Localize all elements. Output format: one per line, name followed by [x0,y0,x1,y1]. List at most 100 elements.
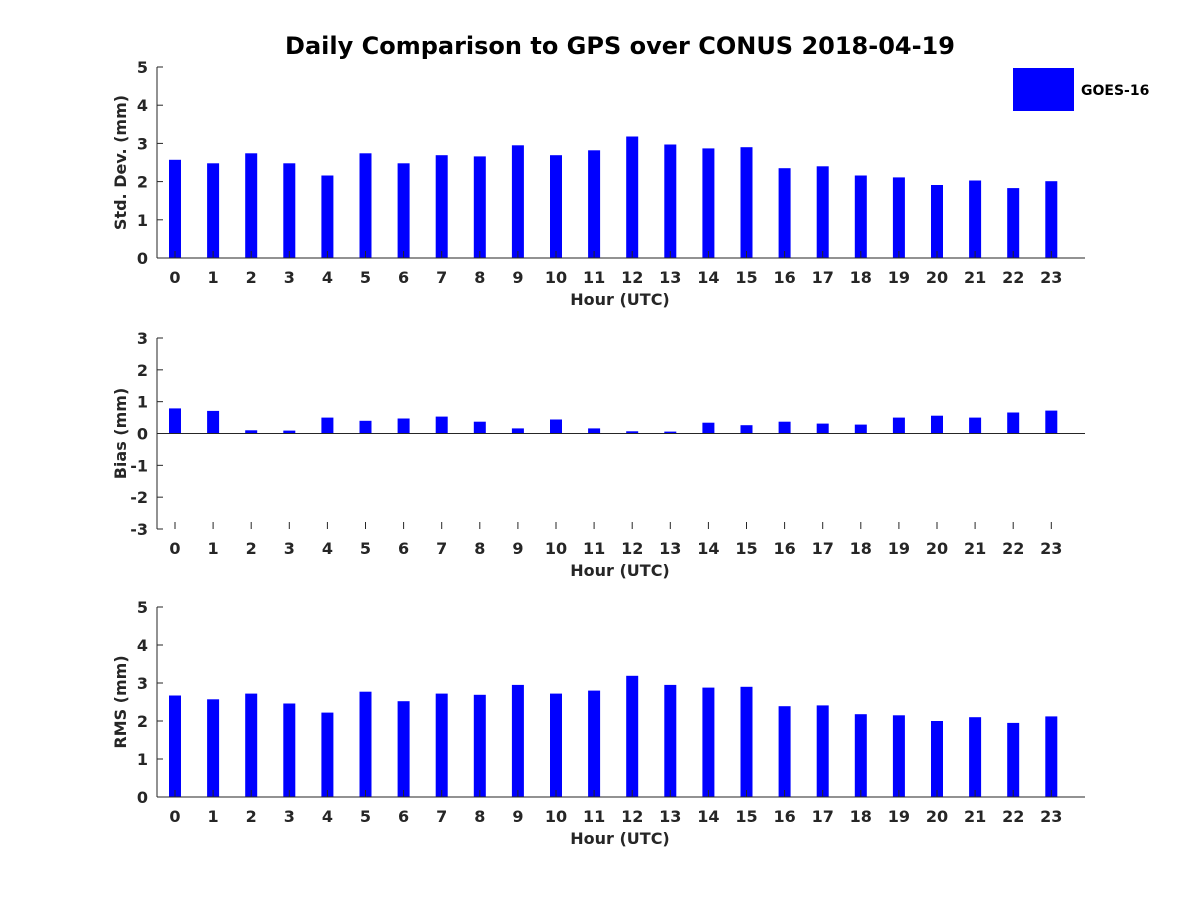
stddev-xtick-label: 11 [583,268,605,287]
rms-bar-14 [702,687,715,797]
bias-bar-2 [245,430,258,434]
bias-bar-17 [816,423,829,434]
stddev-xtick-label: 0 [169,268,180,287]
stddev-bar-1 [207,163,220,258]
rms-bar-10 [550,693,562,797]
rms-bar-22 [1007,722,1020,797]
stddev-xtick-label: 14 [697,268,719,287]
bias-xtick-label: 5 [360,539,371,558]
stddev-bar-7 [435,155,448,258]
stddev-ytick-label: 3 [137,134,148,153]
stddev-bar-16 [778,168,791,258]
rms-xtick-label: 10 [545,807,567,826]
rms-xtick-label: 3 [284,807,295,826]
rms-bar-17 [816,705,829,797]
legend-label: GOES-16 [1081,83,1149,99]
stddev-xtick-label: 4 [322,268,333,287]
rms-xtick-label: 20 [926,807,948,826]
bias-xtick-label: 17 [812,539,834,558]
rms-ytick-label: 2 [137,712,148,731]
rms-bar-12 [626,675,639,797]
rms-xtick-label: 5 [360,807,371,826]
stddev-ylabel: Std. Dev. (mm) [111,95,130,230]
bias-xtick-label: 14 [697,539,719,558]
rms-ytick-label: 0 [137,788,148,807]
bias-bar-15 [740,425,753,434]
stddev-bar-6 [397,163,410,258]
stddev-bar-15 [740,147,753,258]
bias-ytick-label: 3 [137,329,148,348]
rms-xtick-label: 9 [512,807,523,826]
rms-bar-16 [778,706,791,797]
bias-bar-7 [435,416,448,434]
rms-bar-0 [169,695,181,797]
stddev-ytick-label: 2 [137,173,148,192]
bias-xtick-label: 16 [773,539,795,558]
bias-xtick-label: 15 [735,539,757,558]
bias-bar-9 [511,428,524,434]
rms-bar-21 [969,717,982,797]
bias-bar-3 [283,430,296,434]
bias-bar-1 [207,410,220,434]
bias-bar-8 [473,421,486,434]
rms-xtick-label: 1 [208,807,219,826]
bias-bar-11 [588,428,601,434]
stddev-xtick-label: 10 [545,268,567,287]
stddev-xtick-label: 18 [850,268,872,287]
stddev-bar-21 [969,180,982,258]
rms-xtick-label: 7 [436,807,447,826]
rms-bar-2 [245,693,258,797]
rms-xtick-label: 8 [474,807,485,826]
stddev-bar-10 [550,155,562,258]
rms-xtick-label: 0 [169,807,180,826]
legend-swatch [1013,68,1074,111]
rms-bar-19 [892,715,905,797]
stddev-bar-11 [588,150,601,258]
stddev-xtick-label: 22 [1002,268,1024,287]
stddev-bar-23 [1045,181,1058,258]
stddev-ytick-label: 4 [137,96,148,115]
bias-xtick-label: 2 [246,539,257,558]
stddev-xtick-label: 13 [659,268,681,287]
bias-bar-22 [1007,412,1020,434]
stddev-bar-14 [702,148,715,258]
rms-bar-11 [588,690,601,797]
rms-bar-7 [435,693,448,797]
bias-ytick-label: -3 [130,520,148,539]
rms-bar-9 [511,684,524,797]
bias-bar-23 [1045,410,1058,434]
legend: GOES-16 [1013,68,1149,111]
stddev-xtick-label: 16 [773,268,795,287]
stddev-bar-0 [169,159,181,258]
bias-xtick-label: 23 [1040,539,1062,558]
rms-ytick-label: 5 [137,598,148,617]
stddev-bar-5 [359,153,372,258]
stddev-xtick-label: 21 [964,268,986,287]
bias-xtick-label: 13 [659,539,681,558]
stddev-xtick-label: 15 [735,268,757,287]
stddev-xtick-label: 7 [436,268,447,287]
stddev-bar-22 [1007,188,1020,258]
rms-xtick-label: 14 [697,807,719,826]
bias-xtick-label: 20 [926,539,948,558]
rms-xtick-label: 13 [659,807,681,826]
stddev-bar-9 [511,145,524,258]
stddev-xtick-label: 8 [474,268,485,287]
rms-xtick-label: 11 [583,807,605,826]
stddev-ytick-label: 0 [137,249,148,268]
bias-xtick-label: 22 [1002,539,1024,558]
bias-xtick-label: 1 [208,539,219,558]
rms-xtick-label: 19 [888,807,910,826]
rms-ylabel: RMS (mm) [111,655,130,748]
stddev-xtick-label: 23 [1040,268,1062,287]
bias-bar-5 [359,420,372,434]
rms-xtick-label: 4 [322,807,333,826]
rms-bar-13 [664,684,677,797]
rms-bar-3 [283,703,296,797]
bias-xtick-label: 9 [512,539,523,558]
stddev-bar-12 [626,136,639,258]
rms-ytick-label: 3 [137,674,148,693]
stddev-bar-4 [321,175,334,258]
